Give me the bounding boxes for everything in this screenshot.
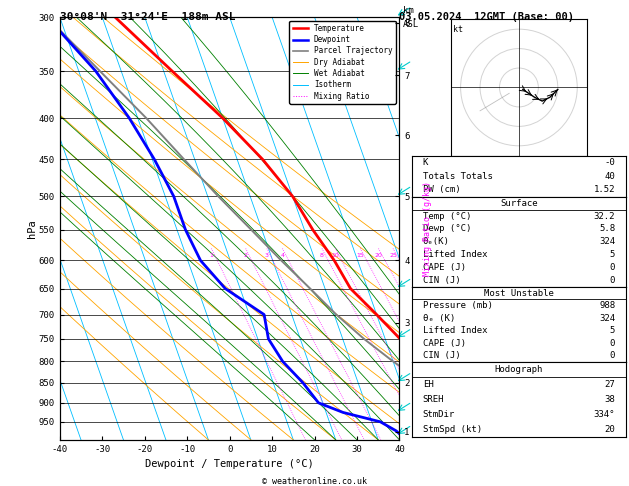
Text: 5.8: 5.8 bbox=[599, 225, 615, 233]
Text: Mixing Ratio (g/kg): Mixing Ratio (g/kg) bbox=[423, 181, 432, 276]
Text: Pressure (mb): Pressure (mb) bbox=[423, 301, 493, 310]
Text: 0: 0 bbox=[610, 351, 615, 360]
Text: 988: 988 bbox=[599, 301, 615, 310]
Text: CAPE (J): CAPE (J) bbox=[423, 339, 465, 348]
Text: CIN (J): CIN (J) bbox=[423, 351, 460, 360]
Text: 03.05.2024  12GMT (Base: 00): 03.05.2024 12GMT (Base: 00) bbox=[399, 12, 574, 22]
Text: Dewp (°C): Dewp (°C) bbox=[423, 225, 471, 233]
Text: kt: kt bbox=[453, 25, 463, 35]
Text: θₑ(K): θₑ(K) bbox=[423, 237, 450, 246]
Text: 38: 38 bbox=[604, 395, 615, 404]
Text: CAPE (J): CAPE (J) bbox=[423, 263, 465, 272]
Text: 5: 5 bbox=[610, 326, 615, 335]
Text: StmSpd (kt): StmSpd (kt) bbox=[423, 425, 482, 434]
Text: Lifted Index: Lifted Index bbox=[423, 250, 487, 259]
Text: 10: 10 bbox=[331, 253, 339, 258]
Text: 334°: 334° bbox=[594, 410, 615, 419]
Text: km: km bbox=[403, 5, 413, 15]
Text: θₑ (K): θₑ (K) bbox=[423, 313, 455, 323]
Text: -0: -0 bbox=[604, 158, 615, 167]
Text: 0: 0 bbox=[610, 263, 615, 272]
Text: Most Unstable: Most Unstable bbox=[484, 289, 554, 297]
Text: ASL: ASL bbox=[403, 20, 419, 29]
Text: 324: 324 bbox=[599, 313, 615, 323]
Text: 1: 1 bbox=[209, 253, 213, 258]
Text: EH: EH bbox=[423, 380, 433, 389]
Text: 8: 8 bbox=[320, 253, 324, 258]
Text: 2: 2 bbox=[243, 253, 248, 258]
Text: CIN (J): CIN (J) bbox=[423, 276, 460, 285]
Text: 3: 3 bbox=[265, 253, 269, 258]
Text: PW (cm): PW (cm) bbox=[423, 186, 460, 194]
Text: 27: 27 bbox=[604, 380, 615, 389]
Text: 1.52: 1.52 bbox=[594, 186, 615, 194]
Text: Hodograph: Hodograph bbox=[495, 365, 543, 374]
Text: SREH: SREH bbox=[423, 395, 444, 404]
Text: StmDir: StmDir bbox=[423, 410, 455, 419]
Text: 32.2: 32.2 bbox=[594, 211, 615, 221]
Text: 30°08'N  31°24'E  188m ASL: 30°08'N 31°24'E 188m ASL bbox=[60, 12, 235, 22]
Legend: Temperature, Dewpoint, Parcel Trajectory, Dry Adiabat, Wet Adiabat, Isotherm, Mi: Temperature, Dewpoint, Parcel Trajectory… bbox=[289, 21, 396, 104]
Text: © weatheronline.co.uk: © weatheronline.co.uk bbox=[262, 477, 367, 486]
Text: Surface: Surface bbox=[500, 199, 538, 208]
Text: Lifted Index: Lifted Index bbox=[423, 326, 487, 335]
Text: Totals Totals: Totals Totals bbox=[423, 172, 493, 181]
Text: 20: 20 bbox=[375, 253, 382, 258]
Text: 0: 0 bbox=[610, 276, 615, 285]
X-axis label: Dewpoint / Temperature (°C): Dewpoint / Temperature (°C) bbox=[145, 459, 314, 469]
Text: 25: 25 bbox=[389, 253, 397, 258]
Text: 324: 324 bbox=[599, 237, 615, 246]
Text: 0: 0 bbox=[610, 339, 615, 348]
Text: K: K bbox=[423, 158, 428, 167]
Text: 15: 15 bbox=[357, 253, 364, 258]
Text: 20: 20 bbox=[604, 425, 615, 434]
Text: 40: 40 bbox=[604, 172, 615, 181]
Text: Temp (°C): Temp (°C) bbox=[423, 211, 471, 221]
Text: 4: 4 bbox=[281, 253, 284, 258]
Y-axis label: hPa: hPa bbox=[28, 219, 37, 238]
Text: 5: 5 bbox=[610, 250, 615, 259]
